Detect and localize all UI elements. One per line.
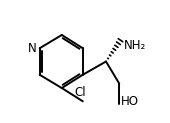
Text: HO: HO bbox=[120, 95, 138, 108]
Text: N: N bbox=[28, 42, 36, 55]
Text: Cl: Cl bbox=[75, 86, 86, 99]
Text: NH₂: NH₂ bbox=[124, 39, 146, 52]
